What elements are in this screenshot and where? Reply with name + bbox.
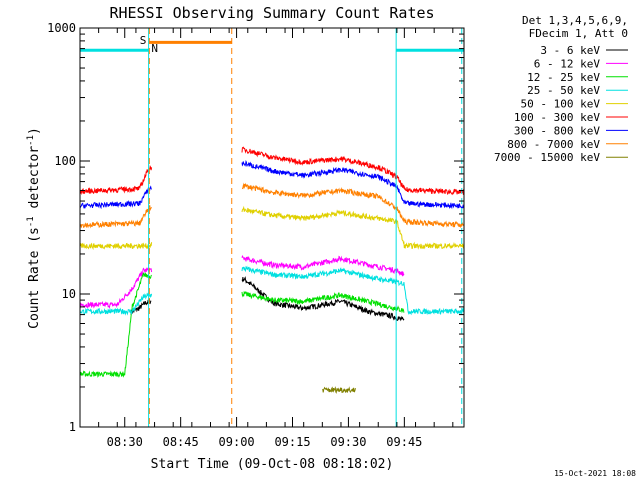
legend-label-6: 300 - 800 keV	[514, 124, 600, 137]
y-tick-label-3: 1000	[47, 21, 76, 35]
x-tick-label-3: 09:15	[274, 435, 310, 449]
series-line-8	[322, 386, 356, 394]
series-line-3	[79, 265, 465, 316]
legend-header-line-2: FDecim 1, Att 0	[529, 27, 628, 40]
y-axis-title-main: Count Rate (s	[27, 227, 42, 329]
chart-title: RHESSI Observing Summary Count Rates	[109, 4, 434, 22]
series-line-5	[79, 146, 465, 196]
y-axis-title-sup2: -1	[26, 135, 36, 146]
legend-label-0: 3 - 6 keV	[540, 44, 600, 57]
y-tick-label-2: 100	[54, 154, 76, 168]
y-axis-title: Count Rate (s-1 detector-1)	[26, 127, 42, 329]
x-axis-title: Start Time (09-Oct-08 08:18:02)	[151, 457, 394, 472]
legend-label-4: 50 - 100 keV	[521, 98, 601, 111]
legend-label-1: 6 - 12 keV	[534, 57, 601, 70]
series-line-7	[80, 182, 465, 229]
plot-frame	[79, 27, 465, 428]
y-axis-title-sup1: -1	[26, 216, 36, 227]
x-tick-label-1: 08:45	[163, 435, 199, 449]
legend-label-2: 12 - 25 keV	[527, 71, 600, 84]
x-tick-label-2: 09:00	[219, 435, 255, 449]
x-tick-label-0: 08:30	[107, 435, 143, 449]
series-line-6	[79, 160, 465, 210]
series-line-4	[79, 205, 465, 251]
series-line-2	[79, 272, 405, 378]
legend-header-line-1: Det 1,3,4,5,6,9,	[522, 14, 628, 27]
legend-label-8: 7000 - 15000 keV	[494, 151, 600, 164]
axes-layer: 1 10 100 1000 08:30 08:45 09:00 09:15 09:30 09:45	[47, 21, 464, 449]
legend-label-3: 25 - 50 keV	[527, 84, 600, 97]
marker-label-s: S	[140, 34, 147, 47]
y-axis-title-mid: detector	[27, 146, 42, 217]
x-tick-label-5: 09:45	[386, 435, 422, 449]
y-tick-label-1: 10	[62, 287, 76, 301]
plot-layer: SN	[79, 28, 465, 427]
legend-label-7: 800 - 7000 keV	[507, 138, 600, 151]
footer-date: 15-Oct-2021 18:08	[554, 469, 636, 478]
series-line-1	[79, 255, 405, 310]
x-tick-label-4: 09:30	[330, 435, 366, 449]
legend-label-5: 100 - 300 keV	[514, 111, 600, 124]
y-tick-label-0: 1	[69, 420, 76, 434]
marker-label-n: N	[151, 42, 158, 55]
y-axis-title-end: )	[27, 127, 42, 135]
